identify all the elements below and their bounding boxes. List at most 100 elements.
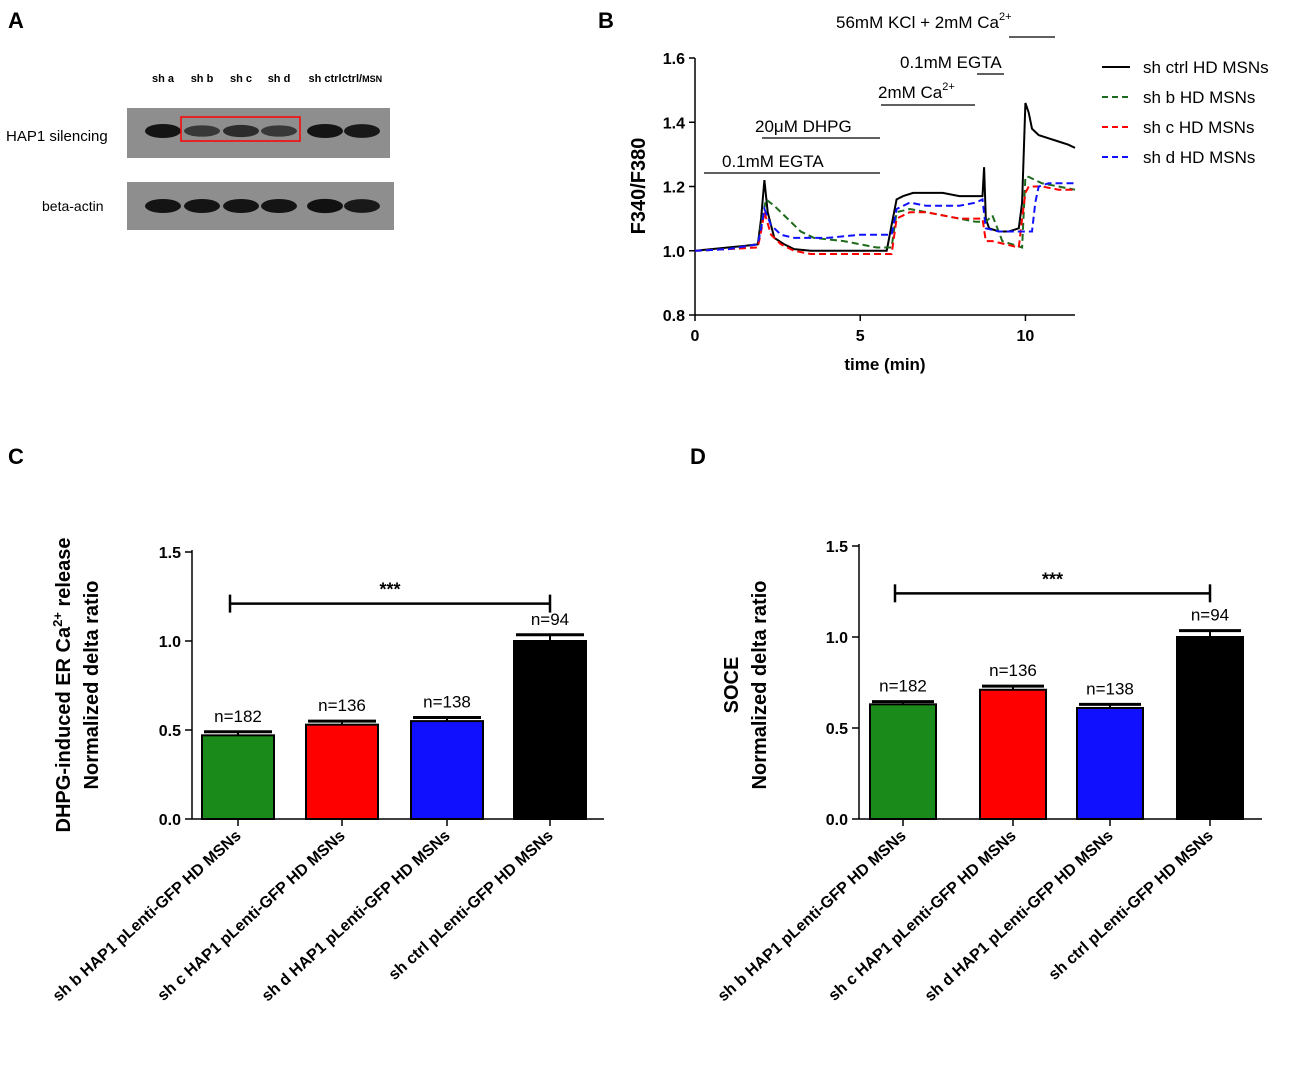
blot-lane-label: sh c	[230, 73, 252, 85]
bar	[979, 688, 1047, 821]
er-release-y-label-2: Normalized delta ratio	[81, 581, 103, 790]
sample-size-label: n=94	[531, 610, 569, 629]
legend-label: sh ctrl HD MSNs	[1143, 58, 1269, 77]
blot-band	[261, 199, 297, 213]
bar	[1076, 706, 1144, 820]
soce-y-label-2: Normalized delta ratio	[749, 581, 771, 790]
blot-band	[223, 199, 259, 213]
panel-label-d: D	[690, 444, 706, 469]
annot-egta-2: 0.1mM EGTA	[900, 53, 1002, 72]
bar	[410, 720, 484, 820]
trace-legend: sh ctrl HD MSNs sh b HD MSNs sh c HD MSNs s…	[1102, 58, 1269, 167]
category-label: sh b HAP1 pLenti-GFP HD MSNs	[715, 827, 910, 1005]
category-label: sh d HAP1 pLenti-GFP HD MSNs	[259, 827, 454, 1005]
sample-size-label: n=136	[989, 661, 1037, 680]
trace-x-axis-label: time (min)	[844, 355, 925, 374]
bar	[513, 640, 587, 820]
blot-bands	[145, 124, 380, 214]
blot-lane-label: sh ctrl	[308, 73, 341, 85]
bar-y-tick-label: 0.0	[159, 812, 181, 829]
category-label: sh ctrl pLenti-GFP HD MSNs	[386, 827, 557, 983]
bar	[1176, 636, 1244, 820]
trace-y-axis-label: F340/F380	[628, 138, 650, 235]
significance-label: ***	[1042, 569, 1063, 589]
annot-kcl: 56mM KCl + 2mM Ca2+	[836, 11, 1012, 32]
trace-y-tick-label: 1.2	[663, 180, 685, 197]
er-release-y-label-1: DHPG-induced ER Ca2+ release	[50, 538, 75, 833]
category-label: sh c HAP1 pLenti-GFP HD MSNs	[826, 827, 1020, 1004]
legend-label: sh c HD MSNs	[1143, 118, 1254, 137]
trace-x-tick-label: 10	[1017, 328, 1035, 345]
legend-label: sh d HD MSNs	[1143, 148, 1255, 167]
bar-y-tick-label: 0.0	[826, 812, 848, 829]
sample-size-label: n=138	[1086, 679, 1134, 698]
trace-y-tick-label: 1.4	[663, 115, 685, 132]
blot-band	[223, 124, 259, 138]
blot-lane-labels: sh a sh b sh c sh d sh ctrl ctrl/MSN	[152, 73, 382, 85]
bar	[869, 703, 937, 821]
blot-row-label-hap1: HAP1 silencing	[6, 128, 108, 145]
blot-lane-label: sh a	[152, 73, 175, 85]
sample-size-label: n=182	[879, 677, 927, 696]
trace-line	[694, 102, 1076, 252]
trace-y-tick-label: 0.8	[663, 308, 685, 325]
trace-x-tick-label: 0	[691, 328, 700, 345]
trace-line	[694, 185, 1075, 255]
legend-label: sh b HD MSNs	[1143, 88, 1255, 107]
panel-label-b: B	[598, 8, 614, 33]
panel-label-c: C	[8, 444, 24, 469]
er-release-plot: 0.0 0.5 1.0 1.5 n=182 sh b HAP1 pLenti-GFP HD…	[50, 545, 604, 1005]
sample-size-label: n=182	[214, 707, 262, 726]
blot-band	[307, 124, 343, 138]
bar-y-tick-label: 0.5	[159, 723, 181, 740]
soce-plot: 0.0 0.5 1.0 1.5 n=182 sh b HAP1 pLenti-GFP HD…	[715, 539, 1262, 1005]
blot-lane-label-suffix: MSN	[362, 74, 382, 84]
trace-line	[694, 182, 1075, 252]
annot-ca-1: 2mM Ca2+	[878, 81, 955, 102]
trace-series	[694, 102, 1076, 255]
bar-y-tick-label: 1.0	[159, 634, 181, 651]
category-label: sh ctrl pLenti-GFP HD MSNs	[1046, 827, 1217, 983]
significance-label: ***	[379, 580, 400, 600]
blot-band	[261, 125, 297, 137]
blot-band	[145, 199, 181, 213]
soce-y-label-1: SOCE	[721, 657, 743, 714]
trace-annotations: 0.1mM EGTA 20μM DHPG 2mM Ca2+ 0.1mM EGTA…	[704, 11, 1055, 174]
blot-band	[184, 199, 220, 213]
trace-line	[694, 175, 1076, 252]
trace-y-tick-label: 1.6	[663, 51, 685, 68]
bar-y-tick-label: 1.0	[826, 630, 848, 647]
blot-row-label-actin: beta-actin	[42, 198, 103, 214]
trace-axes: 0.8 1.0 1.2 1.4 1.6 0 5 10	[663, 51, 1075, 345]
panel-label-a: A	[8, 8, 24, 33]
blot-band	[344, 199, 380, 213]
blot-band	[184, 125, 220, 137]
blot-band	[145, 124, 181, 138]
calcium-trace-chart: 0.8 1.0 1.2 1.4 1.6 0 5 10 0.1mM EGTA 20μM DHPG…	[628, 11, 1269, 374]
blot-highlight-box	[180, 116, 301, 142]
sample-size-label: n=94	[1191, 606, 1229, 625]
annot-egta-1: 0.1mM EGTA	[722, 152, 824, 171]
blot-band	[307, 198, 343, 214]
category-label: sh d HAP1 pLenti-GFP HD MSNs	[922, 827, 1117, 1005]
bar-y-tick-label: 1.5	[159, 545, 181, 562]
blot-band	[344, 124, 380, 138]
trace-x-tick-label: 5	[856, 328, 865, 345]
bar	[201, 734, 275, 821]
bar-y-tick-label: 1.5	[826, 539, 848, 556]
er-release-bar-chart: 0.0 0.5 1.0 1.5 n=182 sh b HAP1 pLenti-GFP HD…	[50, 538, 604, 1005]
annot-dhpg: 20μM DHPG	[755, 117, 852, 136]
bar	[305, 723, 379, 820]
trace-y-tick-label: 1.0	[663, 244, 685, 261]
sample-size-label: n=136	[318, 696, 366, 715]
blot-lane-label: sh b	[191, 73, 214, 85]
blot-lane-label: sh d	[268, 73, 291, 85]
sample-size-label: n=138	[423, 693, 471, 712]
blot-lane-label: ctrl/MSN	[342, 73, 382, 85]
soce-bar-chart: 0.0 0.5 1.0 1.5 n=182 sh b HAP1 pLenti-GFP HD…	[715, 539, 1262, 1005]
bar-y-tick-label: 0.5	[826, 721, 848, 738]
category-label: sh c HAP1 pLenti-GFP HD MSNs	[155, 827, 349, 1004]
category-label: sh b HAP1 pLenti-GFP HD MSNs	[50, 827, 245, 1005]
western-blot: sh a sh b sh c sh d sh ctrl ctrl/MSN HAP1 sil…	[6, 73, 394, 230]
